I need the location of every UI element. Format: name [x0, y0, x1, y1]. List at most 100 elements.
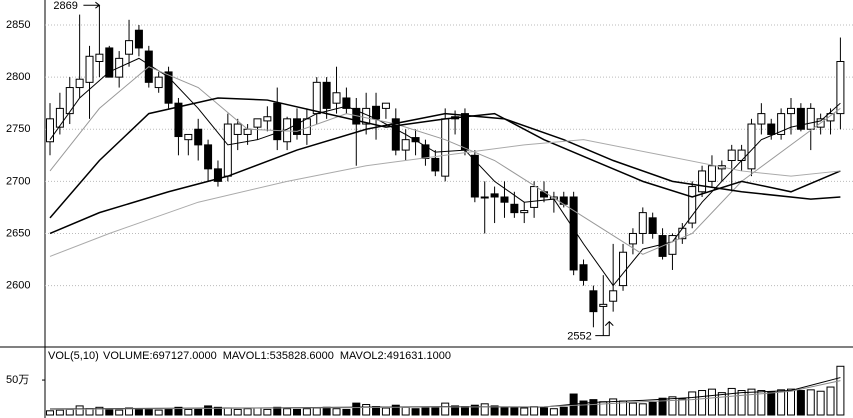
volume-bar	[431, 406, 440, 416]
volume-bar	[154, 409, 163, 416]
volume-bar	[658, 397, 667, 416]
candle-body	[431, 157, 440, 172]
y-tick-label: 2600	[6, 279, 30, 291]
candle-body	[263, 116, 272, 122]
candle-body	[134, 29, 143, 49]
candle-body	[233, 123, 242, 135]
volume-bar	[500, 406, 509, 416]
volume-bar	[381, 407, 390, 416]
volume-bar	[75, 405, 84, 416]
volume-bar	[302, 408, 311, 416]
volume-bar	[55, 409, 64, 416]
volume-bar	[460, 406, 469, 416]
volume-bar	[213, 406, 222, 416]
candle-body	[628, 232, 637, 245]
volume-bar	[668, 396, 677, 416]
volume-bar	[312, 407, 321, 416]
volume-bar	[816, 390, 825, 416]
candle-body	[589, 290, 598, 313]
volume-bar	[293, 408, 301, 416]
candle-body	[500, 196, 509, 203]
volume-bar	[648, 401, 657, 416]
candle-body	[609, 290, 618, 302]
readout: MAVOL2:491631.1000	[340, 350, 451, 362]
volume-bar	[134, 408, 143, 416]
volume-bar	[579, 400, 588, 416]
candle-body	[204, 144, 213, 170]
volume-bar	[105, 408, 114, 416]
volume-bar	[530, 406, 539, 416]
candle-body	[293, 118, 301, 135]
moving-average	[49, 112, 841, 235]
candle-body	[332, 92, 341, 104]
candle-body	[85, 55, 94, 83]
annotation: 2552	[567, 331, 591, 343]
volume-bar	[480, 403, 489, 416]
candle-body	[540, 191, 548, 198]
candle-body	[668, 235, 677, 255]
moving-average	[49, 139, 841, 257]
volume-bar	[638, 403, 647, 416]
moving-average	[49, 66, 841, 255]
candle-body	[826, 113, 835, 122]
volume-average	[49, 380, 841, 410]
volume-bar	[144, 408, 153, 416]
candle-body	[154, 76, 163, 89]
volume-bar	[796, 390, 805, 416]
candle-body	[520, 210, 529, 214]
volume-bar	[322, 406, 331, 416]
candle-body	[46, 118, 54, 143]
y-tick-label: 2750	[6, 123, 30, 135]
volume-bar	[352, 402, 361, 416]
candle-body	[796, 107, 805, 130]
candle-body	[421, 144, 430, 159]
volume-bar	[787, 388, 795, 416]
candle-body	[55, 107, 64, 128]
volume-bar	[747, 388, 756, 416]
volume-bar	[115, 409, 124, 416]
y-tick-label: 2800	[6, 71, 30, 83]
candle-body	[619, 251, 628, 287]
volume-bar	[233, 408, 242, 416]
moving-average	[49, 57, 841, 287]
candle-body	[806, 107, 815, 130]
y-tick-label: 50万	[6, 374, 29, 386]
candle-body	[767, 123, 776, 135]
volume-bar	[826, 386, 835, 416]
volume-bar	[777, 389, 786, 416]
candle-body	[372, 105, 381, 120]
candle-body	[599, 303, 608, 307]
annotation: 2869	[53, 0, 77, 12]
candle-body	[579, 264, 588, 281]
volume-bar	[194, 408, 203, 416]
candle-body	[698, 170, 707, 193]
volume-bar	[707, 388, 716, 416]
candle-body	[391, 118, 400, 151]
volume-bar	[698, 390, 707, 416]
candle-body	[65, 87, 74, 115]
candle-body	[253, 118, 262, 128]
volume-bar	[520, 407, 529, 416]
volume-bar	[332, 408, 341, 416]
volume-bar	[342, 408, 351, 416]
volume-bar	[757, 390, 766, 416]
volume-bar	[589, 399, 598, 416]
volume-bar	[65, 408, 74, 416]
volume-bar	[510, 407, 519, 416]
candle-body	[322, 81, 331, 109]
y-tick-label: 2650	[6, 227, 30, 239]
volume-bar	[204, 405, 213, 416]
volume-bar	[727, 387, 736, 416]
volume-bar	[490, 405, 499, 416]
volume-bar	[451, 405, 460, 416]
panel-title: VOL(5,10)	[48, 350, 99, 362]
y-tick-label: 2850	[6, 19, 30, 31]
annotation-arrow	[83, 1, 101, 9]
volume-bar	[737, 390, 746, 416]
volume-bar	[470, 404, 479, 416]
candle-body	[105, 47, 114, 78]
candle-body	[777, 113, 786, 135]
candle-body	[737, 149, 746, 162]
volume-bar	[85, 408, 94, 416]
candle-body	[490, 193, 499, 198]
